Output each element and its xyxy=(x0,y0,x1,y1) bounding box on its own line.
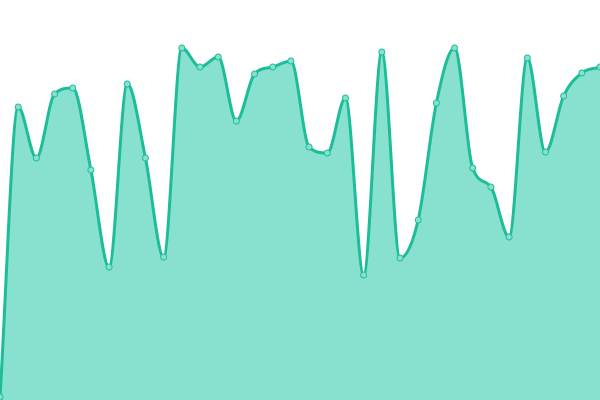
data-point-21 xyxy=(378,48,386,56)
data-point-29 xyxy=(523,54,531,62)
data-point-32 xyxy=(578,69,586,77)
data-point-17 xyxy=(305,143,313,151)
data-point-33 xyxy=(596,63,600,71)
data-point-24 xyxy=(432,99,440,107)
data-point-30 xyxy=(541,148,549,156)
data-point-15 xyxy=(269,63,277,71)
data-point-5 xyxy=(87,166,95,174)
data-point-9 xyxy=(160,253,168,261)
data-point-28 xyxy=(505,233,513,241)
data-point-7 xyxy=(123,80,131,88)
data-point-12 xyxy=(214,53,222,61)
data-point-14 xyxy=(251,70,259,78)
data-point-27 xyxy=(487,183,495,191)
data-point-19 xyxy=(341,94,349,102)
data-points xyxy=(0,44,600,400)
data-point-18 xyxy=(323,149,331,157)
data-point-16 xyxy=(287,57,295,65)
data-point-4 xyxy=(69,84,77,92)
data-point-3 xyxy=(51,90,59,98)
data-point-23 xyxy=(414,216,422,224)
data-point-26 xyxy=(469,164,477,172)
data-point-22 xyxy=(396,254,404,262)
data-point-11 xyxy=(196,63,204,71)
data-point-25 xyxy=(451,44,459,52)
area-fill xyxy=(0,48,600,400)
data-point-6 xyxy=(105,263,113,271)
data-point-13 xyxy=(232,117,240,125)
data-point-1 xyxy=(14,103,22,111)
data-point-31 xyxy=(560,92,568,100)
data-point-0 xyxy=(0,393,4,400)
data-point-20 xyxy=(360,271,368,279)
data-point-2 xyxy=(32,154,40,162)
data-point-10 xyxy=(178,44,186,52)
data-point-8 xyxy=(141,154,149,162)
